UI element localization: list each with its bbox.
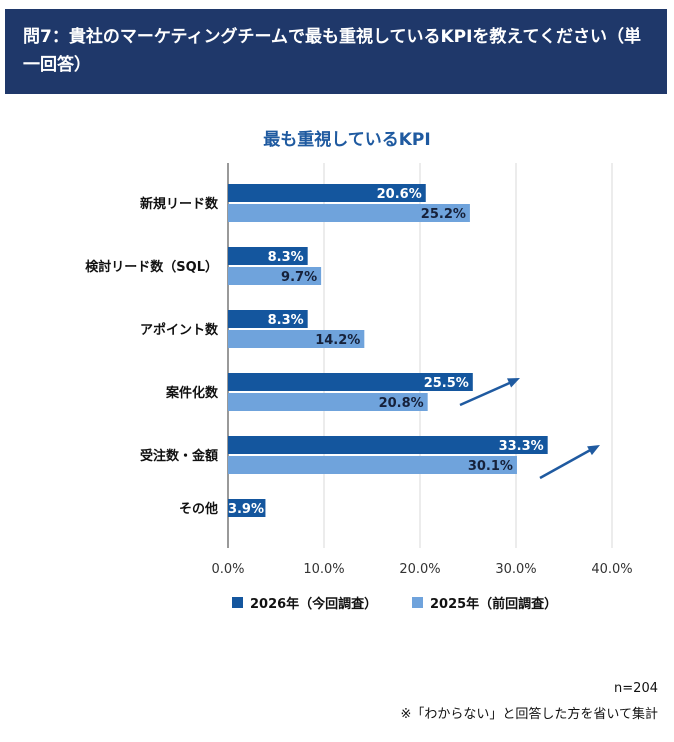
data-label: 25.2% <box>421 207 466 222</box>
data-label: 9.7% <box>281 270 317 285</box>
data-label: 8.3% <box>268 250 304 265</box>
category-label: その他 <box>179 501 218 517</box>
data-label: 30.1% <box>468 459 513 474</box>
bar-2025 <box>228 330 365 348</box>
data-label: 20.8% <box>379 396 424 411</box>
bar-2026 <box>228 310 308 328</box>
trend-arrow-line <box>539 446 595 480</box>
x-tick-label: 0.0% <box>211 562 244 577</box>
footnote: ※「わからない」と回答した方を省いて集計 <box>400 707 658 722</box>
bar-2025 <box>228 456 517 474</box>
chart-title: 最も重視しているKPI <box>263 129 430 150</box>
bar-2026 <box>228 184 426 202</box>
bar-2026 <box>228 247 308 265</box>
category-label: 受注数・金額 <box>140 448 218 464</box>
x-tick-label: 40.0% <box>591 562 632 577</box>
trend-arrow-line <box>459 379 515 407</box>
x-tick-label: 10.0% <box>303 562 344 577</box>
bar-2026 <box>228 499 266 517</box>
data-label: 14.2% <box>315 333 360 348</box>
bar-2026 <box>228 436 548 454</box>
category-label: アポイント数 <box>140 322 219 338</box>
x-tick-label: 30.0% <box>495 562 536 577</box>
x-tick-label: 20.0% <box>399 562 440 577</box>
data-label: 3.9% <box>228 502 264 517</box>
category-label: 新規リード数 <box>140 196 219 212</box>
category-label: 案件化数 <box>165 385 219 401</box>
question-title: 問7：貴社のマーケティングチームで最も重視しているKPIを教えてください（単一回… <box>23 27 642 75</box>
sample-size: n=204 <box>614 681 658 696</box>
bar-2026 <box>228 373 473 391</box>
up-arrow-icon <box>507 378 520 388</box>
data-label: 33.3% <box>499 439 544 454</box>
legend-swatch <box>232 597 243 608</box>
legend-swatch <box>412 597 423 608</box>
legend-label: 2025年（前回調査） <box>430 596 557 612</box>
category-label: 検討リード数（SQL） <box>85 259 218 275</box>
bar-2025 <box>228 204 470 222</box>
data-label: 25.5% <box>424 376 469 391</box>
legend-label: 2026年（今回調査） <box>250 596 377 612</box>
data-label: 8.3% <box>268 313 304 328</box>
data-label: 20.6% <box>377 187 422 202</box>
bar-2025 <box>228 393 428 411</box>
up-arrow-icon <box>587 445 600 456</box>
question-header: 問7：貴社のマーケティングチームで最も重視しているKPIを教えてください（単一回… <box>5 9 667 94</box>
bar-2025 <box>228 267 322 285</box>
